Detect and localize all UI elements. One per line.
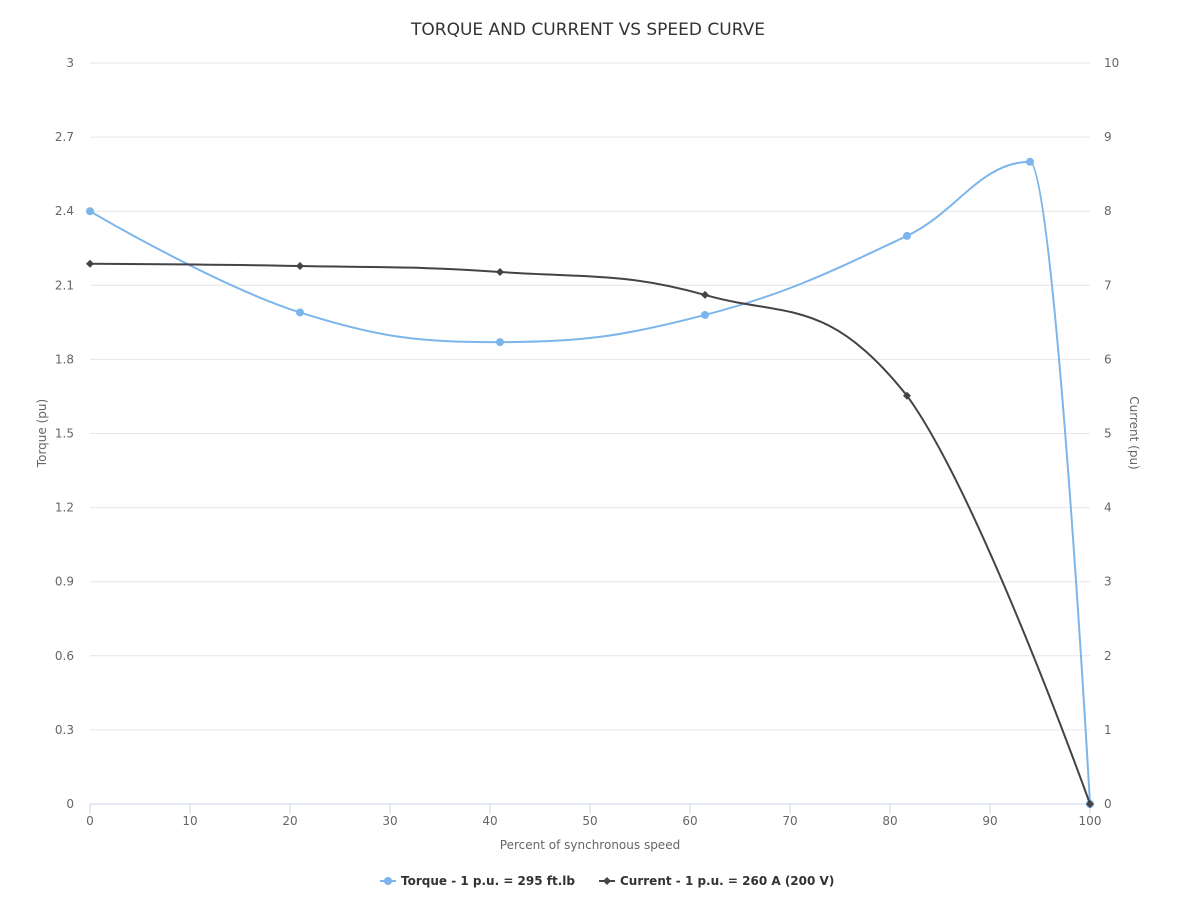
x-tick-label: 60 [682,814,697,828]
y2-tick-label: 7 [1104,278,1112,292]
x-tick-label: 0 [86,814,94,828]
y-tick-label: 2.4 [55,204,74,218]
y-tick-label: 0.6 [55,649,74,663]
x-tick-label: 10 [182,814,197,828]
series-line [89,160,1091,805]
x-tick-label: 50 [582,814,597,828]
marker [1026,157,1034,166]
y2-tick-label: 9 [1104,130,1112,144]
marker [701,310,709,319]
legend-item: Current - 1 p.u. = 260 A (200 V) [599,874,834,888]
y-tick-label: 0.9 [55,575,74,589]
y2-tick-label: 8 [1104,204,1112,218]
y-tick-label: 2.1 [55,278,74,292]
legend-label: Torque - 1 p.u. = 295 ft.lb [401,874,575,888]
y-tick-label: 0 [66,797,74,811]
y2-tick-label: 4 [1104,501,1112,515]
chart-title: TORQUE AND CURRENT VS SPEED CURVE [410,20,765,40]
y2-tick-label: 5 [1104,427,1112,441]
y2-tick-label: 1 [1104,723,1112,737]
x-tick-label: 70 [782,814,797,828]
marker [296,262,304,271]
y2-tick-label: 2 [1104,649,1112,663]
marker [384,877,392,885]
y2-tick-label: 6 [1104,352,1112,366]
y-tick-label: 0.3 [55,723,74,737]
x-tick-label: 90 [982,814,997,828]
y2-tick-label: 0 [1104,797,1112,811]
x-tick-label: 30 [382,814,397,828]
x-tick-label: 40 [482,814,497,828]
marker [903,391,911,400]
series-line [89,262,1091,805]
y-tick-label: 2.7 [55,130,74,144]
y-tick-label: 1.5 [55,427,74,441]
x-tick-label: 20 [282,814,297,828]
marker [603,877,611,885]
x-tick-label: 80 [882,814,897,828]
y2-tick-label: 10 [1104,56,1119,70]
legend-item: Torque - 1 p.u. = 295 ft.lb [380,874,575,888]
legend-label: Current - 1 p.u. = 260 A (200 V) [620,874,834,888]
marker [903,231,911,240]
y-axis-title: Torque (pu) [35,399,49,468]
marker [296,308,304,317]
marker [701,290,709,299]
marker [496,338,504,347]
y2-axis-title: Current (pu) [1127,396,1141,469]
marker [86,259,94,268]
marker [86,207,94,216]
y-tick-label: 1.2 [55,501,74,515]
y2-tick-label: 3 [1104,575,1112,589]
marker [496,267,504,276]
x-axis-title: Percent of synchronous speed [500,838,680,852]
x-tick-label: 100 [1079,814,1102,828]
marker [1086,800,1094,808]
y-tick-label: 1.8 [55,352,74,366]
y-tick-label: 3 [66,56,74,70]
